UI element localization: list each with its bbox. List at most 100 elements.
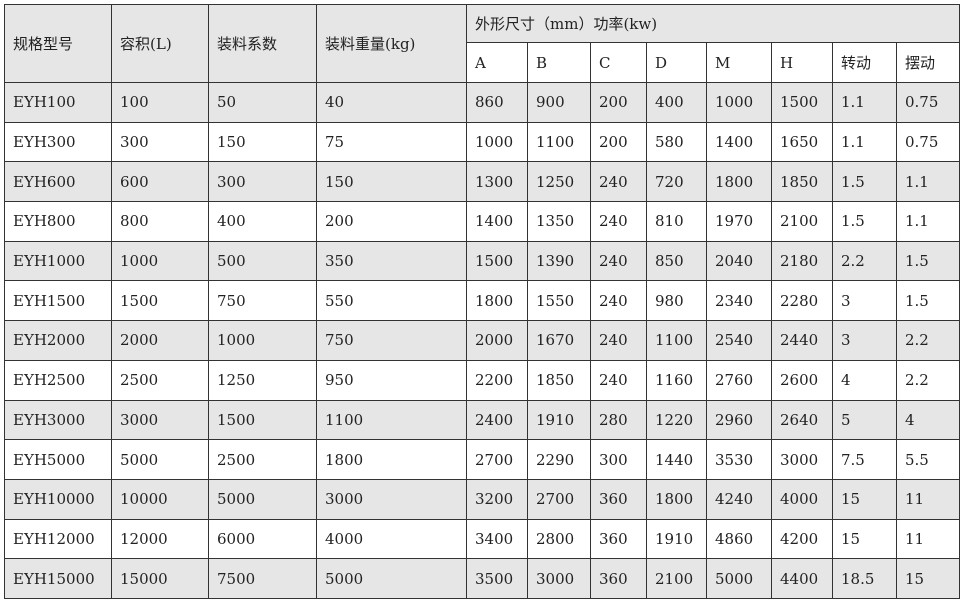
table-row: EYH15000 15000 7500 5000 3500 3000 360 2100 5000… [4,558,960,599]
table-cell: 100 [111,82,209,123]
table-cell: 1390 [527,240,591,282]
table-cell: 3000 [316,478,467,520]
table-cell: 850 [646,240,707,282]
table-cell: 2100 [771,201,833,242]
table-body: EYH100 100 50 40 860 900 200 400 1000 1500 1.1 0.75… [4,82,960,599]
table-cell: EYH2500 [4,359,112,401]
table-cell: 580 [646,121,707,163]
table-cell: 2040 [706,240,772,282]
table-cell: EYH5000 [4,439,112,480]
table-cell: 2000 [466,320,528,361]
table-cell: 75 [316,121,467,163]
table-cell: 2440 [771,320,833,361]
table-cell: 360 [590,518,647,560]
table-cell: 2700 [527,478,591,520]
table-cell: 1350 [527,201,591,242]
table-cell: 2340 [706,280,772,322]
table-cell: 3 [832,320,897,361]
table-cell: 0.75 [896,121,960,163]
table-cell: 500 [208,240,317,282]
table-cell: 2.2 [896,359,960,401]
table-cell: 15 [896,558,960,599]
table-cell: 5000 [316,558,467,599]
table-cell: 1500 [771,82,833,123]
table-cell: 10000 [111,478,209,520]
table-cell: EYH10000 [4,478,112,520]
subheader-cell: A [466,42,528,83]
subheader-cell: 摆动 [896,42,960,83]
table-cell: 980 [646,280,707,322]
table-cell: 240 [590,240,647,282]
table-cell: 7500 [208,558,317,599]
table-cell: 900 [527,82,591,123]
table-cell: 2600 [771,359,833,401]
table-cell: 2800 [527,518,591,560]
table-cell: 2500 [111,359,209,401]
table-row: EYH10000 10000 5000 3000 3200 2700 360 1800 4240… [4,478,960,520]
table-cell: 1850 [771,161,833,203]
table-cell: 150 [316,161,467,203]
table-cell: 240 [590,280,647,322]
table-cell: 2400 [466,399,528,441]
table-cell: 2500 [208,439,317,480]
table-cell: 300 [590,439,647,480]
table-cell: EYH15000 [4,558,112,599]
table-cell: 4 [896,399,960,441]
table-cell: 1000 [706,82,772,123]
table-cell: 11 [896,518,960,560]
table-cell: 1100 [316,399,467,441]
table-cell: 300 [208,161,317,203]
table-cell: 3 [832,280,897,322]
subheader-cell: M [706,42,772,83]
table-cell: 400 [208,201,317,242]
table-cell: 1.5 [832,161,897,203]
table-cell: 1500 [466,240,528,282]
header-load-weight: 装料重量(kg) [316,4,467,83]
table-cell: 3400 [466,518,528,560]
table-cell: 860 [466,82,528,123]
table-cell: 200 [316,201,467,242]
subheader-row: A B C D M H 转动 摆动 [5,42,960,83]
table-cell: EYH1000 [4,240,112,282]
spec-table: 规格型号 容积(L) 装料系数 装料重量(kg) 外形尺寸（mm）功率(kw) … [4,4,960,599]
table-cell: 240 [590,161,647,203]
table-cell: 15 [832,518,897,560]
table-row: EYH100 100 50 40 860 900 200 400 1000 1500 1.1 0.75 [4,82,960,123]
table-cell: 950 [316,359,467,401]
table-cell: 2100 [646,558,707,599]
subheader-cell: B [527,42,591,83]
table-cell: 1440 [646,439,707,480]
table-cell: 50 [208,82,317,123]
table-cell: 240 [590,320,647,361]
table-cell: 1910 [646,518,707,560]
subheader-cell: D [646,42,707,83]
table-cell: EYH2000 [4,320,112,361]
table-cell: 150 [208,121,317,163]
table-cell: 4 [832,359,897,401]
table-row: EYH12000 12000 6000 4000 3400 2800 360 1910 4860… [4,518,960,560]
table-cell: 1.5 [896,240,960,282]
table-cell: 0.75 [896,82,960,123]
table-cell: 1670 [527,320,591,361]
table-cell: 2640 [771,399,833,441]
table-cell: 1910 [527,399,591,441]
table-cell: 4400 [771,558,833,599]
table-cell: 1.1 [896,161,960,203]
table-cell: EYH12000 [4,518,112,560]
header-dimensions-power: 外形尺寸（mm）功率(kw) [466,4,960,43]
table-cell: 1850 [527,359,591,401]
table-cell: 750 [208,280,317,322]
table-cell: 240 [590,359,647,401]
table-cell: 1300 [466,161,528,203]
table-cell: 800 [111,201,209,242]
table-cell: 1.5 [832,201,897,242]
table-cell: EYH3000 [4,399,112,441]
table-cell: EYH300 [4,121,112,163]
table-cell: 2540 [706,320,772,361]
table-cell: 1500 [111,280,209,322]
table-cell: 5 [832,399,897,441]
table-row: EYH1500 1500 750 550 1800 1550 240 980 2340 2280 3… [4,280,960,322]
table-cell: EYH600 [4,161,112,203]
table-cell: 1500 [208,399,317,441]
table-cell: 3530 [706,439,772,480]
